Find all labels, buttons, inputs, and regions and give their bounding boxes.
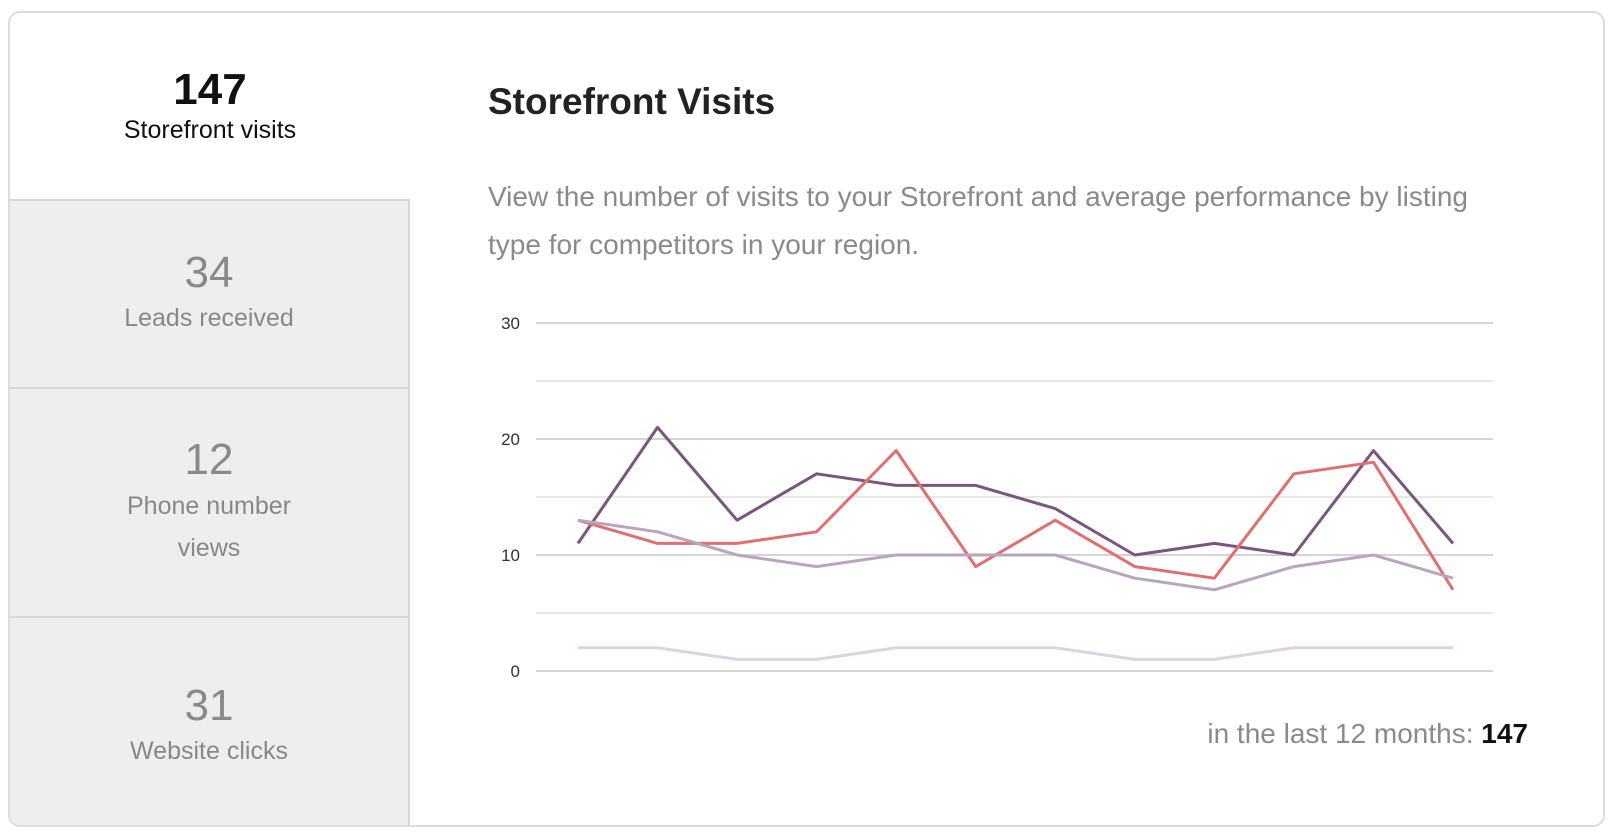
stat-label: Leads received <box>124 304 294 333</box>
y-tick-label: 10 <box>501 546 520 565</box>
visits-line-chart: 0 10 20 30 <box>501 314 1493 681</box>
main-panel: Storefront Visits View the number of vis… <box>488 13 1603 825</box>
summary-label: in the last 12 months: <box>1207 718 1482 749</box>
series-line-3 <box>577 518 1454 592</box>
stat-value: 34 <box>184 247 234 297</box>
series-line-2 <box>577 449 1455 591</box>
stats-sidebar: 147 Storefront visits 34 Leads received … <box>10 13 410 825</box>
stat-label: Website clicks <box>130 737 288 766</box>
stat-value: 147 <box>173 64 247 114</box>
stat-tab-website-clicks[interactable]: 31 Website clicks <box>10 616 410 825</box>
stat-label: Phone number views <box>126 491 291 562</box>
summary-footer: in the last 12 months: 147 <box>1128 718 1528 750</box>
summary-value: 147 <box>1481 718 1528 749</box>
stat-tab-storefront-visits[interactable]: 147 Storefront visits <box>10 13 410 199</box>
series-line-4 <box>578 646 1453 661</box>
stat-label: Storefront visits <box>123 116 297 145</box>
y-tick-label: 30 <box>501 314 520 333</box>
y-tick-label: 20 <box>501 430 520 449</box>
storefront-card: 147 Storefront visits 34 Leads received … <box>8 11 1605 827</box>
stat-value: 31 <box>184 680 234 730</box>
stat-tab-leads-received[interactable]: 34 Leads received <box>10 199 410 387</box>
stat-tab-phone-number-views[interactable]: 12 Phone number views <box>10 387 410 616</box>
y-tick-label: 0 <box>511 662 520 681</box>
page-title: Storefront Visits <box>488 81 776 122</box>
stat-value: 12 <box>184 435 234 485</box>
page-description: View the number of visits to your Storef… <box>488 181 1468 260</box>
series-line-1 <box>576 425 1455 557</box>
